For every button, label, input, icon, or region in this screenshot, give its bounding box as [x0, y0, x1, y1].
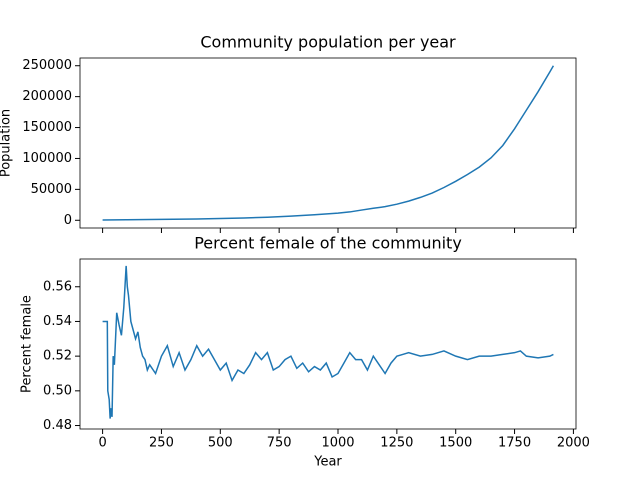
chart-title: Percent female of the community — [194, 234, 462, 253]
y-tick-label: 150000 — [22, 120, 72, 135]
y-tick-label: 0.54 — [43, 314, 72, 329]
x-tick-label: 750 — [267, 436, 292, 451]
axes-frame — [79, 258, 577, 430]
x-tick-label: 1250 — [380, 436, 413, 451]
x-tick-label: 1750 — [498, 436, 531, 451]
y-tick-label: 0.56 — [43, 279, 72, 294]
chart-title: Community population per year — [200, 33, 456, 52]
y-tick-label: 200000 — [22, 89, 72, 104]
x-tick-label: 0 — [98, 436, 106, 451]
x-tick-label: 500 — [208, 436, 233, 451]
data-line — [102, 65, 555, 221]
x-tick-label: 250 — [149, 436, 174, 451]
y-tick-label: 50000 — [31, 182, 72, 197]
y-tick-label: 250000 — [22, 58, 72, 73]
x-tick-label: 2000 — [557, 436, 590, 451]
y-axis-label: Population — [0, 109, 14, 177]
y-tick-label: 100000 — [22, 151, 72, 166]
axes-frame — [79, 57, 577, 229]
y-tick-label: 0.48 — [43, 418, 72, 433]
y-tick-label: 0 — [64, 213, 72, 228]
y-axis-label: Percent female — [20, 295, 35, 393]
data-line — [102, 265, 554, 419]
x-tick-label: 1000 — [321, 436, 354, 451]
x-tick-label: 1500 — [439, 436, 472, 451]
y-tick-label: 0.52 — [43, 349, 72, 364]
y-tick-label: 0.50 — [43, 383, 72, 398]
x-axis-label: Year — [313, 455, 342, 470]
